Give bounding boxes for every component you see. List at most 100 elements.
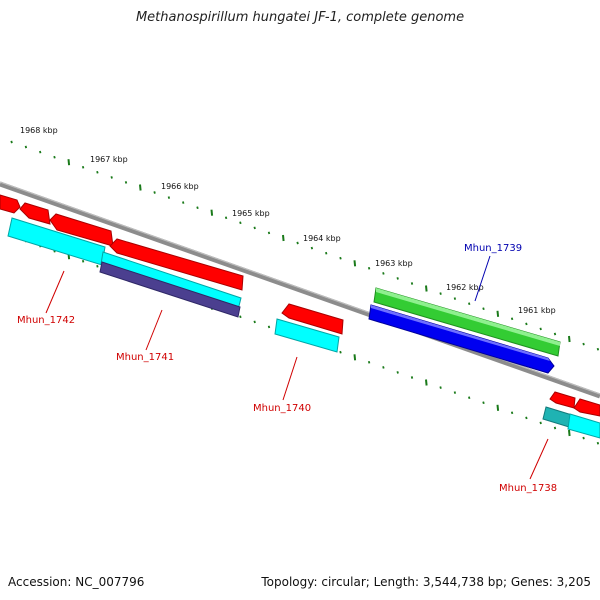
leader-mhun-1738 xyxy=(529,438,549,480)
tick-mark xyxy=(396,371,399,374)
tick-mark xyxy=(10,140,13,144)
cds-feature-left-edge[interactable] xyxy=(0,194,21,214)
tick-mark xyxy=(453,297,457,300)
outer-tick-ring xyxy=(10,140,600,351)
scale-label-1965: 1965 kbp xyxy=(232,209,270,218)
genome-backbone xyxy=(0,181,600,399)
tick-mark xyxy=(339,350,342,354)
tick-mark xyxy=(39,150,42,154)
gene-bar-1741-dark[interactable] xyxy=(99,261,241,318)
tick-mark xyxy=(539,327,542,331)
label-leaders xyxy=(45,255,549,480)
tick-mark xyxy=(439,386,442,389)
tick-mark xyxy=(296,241,299,245)
tick-mark xyxy=(310,246,314,250)
tick-mark xyxy=(496,310,500,317)
tick-mark xyxy=(96,170,99,174)
cds-feature-1741[interactable] xyxy=(109,238,244,291)
tick-mark xyxy=(253,226,256,230)
tick-mark xyxy=(568,429,571,437)
scale-label-1962: 1962 kbp xyxy=(446,283,484,292)
tick-mark xyxy=(96,264,99,268)
tick-mark xyxy=(367,266,371,270)
tick-mark xyxy=(468,302,471,306)
tick-mark xyxy=(353,354,357,361)
tick-mark xyxy=(81,165,85,169)
tick-mark xyxy=(510,411,514,415)
tick-mark xyxy=(239,221,242,225)
tick-mark xyxy=(253,320,256,324)
tick-mark xyxy=(110,176,113,179)
tick-mark xyxy=(568,335,571,343)
tick-mark xyxy=(582,342,585,346)
accession-text: Accession: NC_007796 xyxy=(8,575,145,589)
cds-feature-1740[interactable] xyxy=(281,303,344,335)
tick-mark xyxy=(382,272,385,275)
tick-mark xyxy=(382,366,385,369)
tick-mark xyxy=(282,234,285,242)
tick-mark xyxy=(525,322,528,326)
tick-mark xyxy=(596,347,600,351)
tick-mark xyxy=(139,184,142,191)
scale-label-1964: 1964 kbp xyxy=(303,234,341,243)
tick-mark xyxy=(396,277,399,280)
gene-label-mhun-1742[interactable]: Mhun_1742 xyxy=(17,315,75,326)
scale-label-1961: 1961 kbp xyxy=(518,306,556,315)
tick-mark xyxy=(339,256,342,260)
gene-bar-1738[interactable] xyxy=(567,413,600,439)
scale-label-1968: 1968 kbp xyxy=(20,126,58,135)
cds-feature-1738b[interactable] xyxy=(573,398,600,417)
scale-label-1963: 1963 kbp xyxy=(375,259,413,268)
tick-mark xyxy=(553,332,557,336)
tick-mark xyxy=(224,216,228,220)
genome-backbone-highlight xyxy=(0,181,600,395)
scale-label-1966: 1966 kbp xyxy=(161,182,199,191)
tick-mark xyxy=(210,209,214,216)
cds-feature-1742[interactable] xyxy=(49,213,114,247)
tick-mark xyxy=(482,401,485,405)
topology-text: Topology: circular; Length: 3,544,738 bp… xyxy=(261,575,591,589)
tick-mark xyxy=(367,360,371,364)
tick-mark xyxy=(410,376,414,379)
gene-bar-1738-dark[interactable] xyxy=(542,406,573,428)
tick-mark xyxy=(539,421,542,425)
map-title: Methanospirillum hungatei JF-1, complete… xyxy=(135,10,465,25)
tick-mark xyxy=(67,159,71,166)
gene-label-mhun-1740[interactable]: Mhun_1740 xyxy=(253,403,311,414)
tick-mark xyxy=(596,441,600,445)
tick-mark xyxy=(353,260,357,267)
gene-label-mhun-1738[interactable]: Mhun_1738 xyxy=(499,483,557,494)
tick-mark xyxy=(24,145,28,149)
tick-mark xyxy=(267,231,271,235)
tick-mark xyxy=(510,317,514,321)
tick-mark xyxy=(267,325,271,329)
gene-label-mhun-1739[interactable]: Mhun_1739 xyxy=(464,243,522,254)
tick-mark xyxy=(482,307,485,311)
tick-mark xyxy=(124,181,128,184)
tick-mark xyxy=(425,285,428,292)
tick-mark xyxy=(167,196,171,199)
cds-feature-mhun-1739[interactable] xyxy=(368,304,555,374)
tick-mark xyxy=(182,201,185,204)
scale-label-1967: 1967 kbp xyxy=(90,155,128,164)
tick-mark xyxy=(553,426,557,430)
scale-labels: 1968 kbp 1967 kbp 1966 kbp 1965 kbp 1964… xyxy=(20,126,556,315)
tick-mark xyxy=(196,206,199,210)
tick-mark xyxy=(496,404,500,411)
tick-mark xyxy=(81,259,85,263)
leader-mhun-1740 xyxy=(282,356,298,401)
tick-mark xyxy=(453,391,457,394)
cds-feature-1743b[interactable] xyxy=(19,202,51,225)
leader-mhun-1741 xyxy=(145,309,163,351)
gene-bar-1740[interactable] xyxy=(274,318,340,353)
tick-mark xyxy=(525,416,528,420)
tick-mark xyxy=(468,396,471,400)
gene-feature-mhun-1739-highlight xyxy=(376,288,560,346)
tick-mark xyxy=(582,436,585,440)
gene-label-mhun-1741[interactable]: Mhun_1741 xyxy=(116,352,174,363)
leader-mhun-1742 xyxy=(45,270,65,314)
tick-mark xyxy=(439,292,442,295)
cds-feature-1738a[interactable] xyxy=(549,391,576,409)
tick-mark xyxy=(153,191,156,194)
